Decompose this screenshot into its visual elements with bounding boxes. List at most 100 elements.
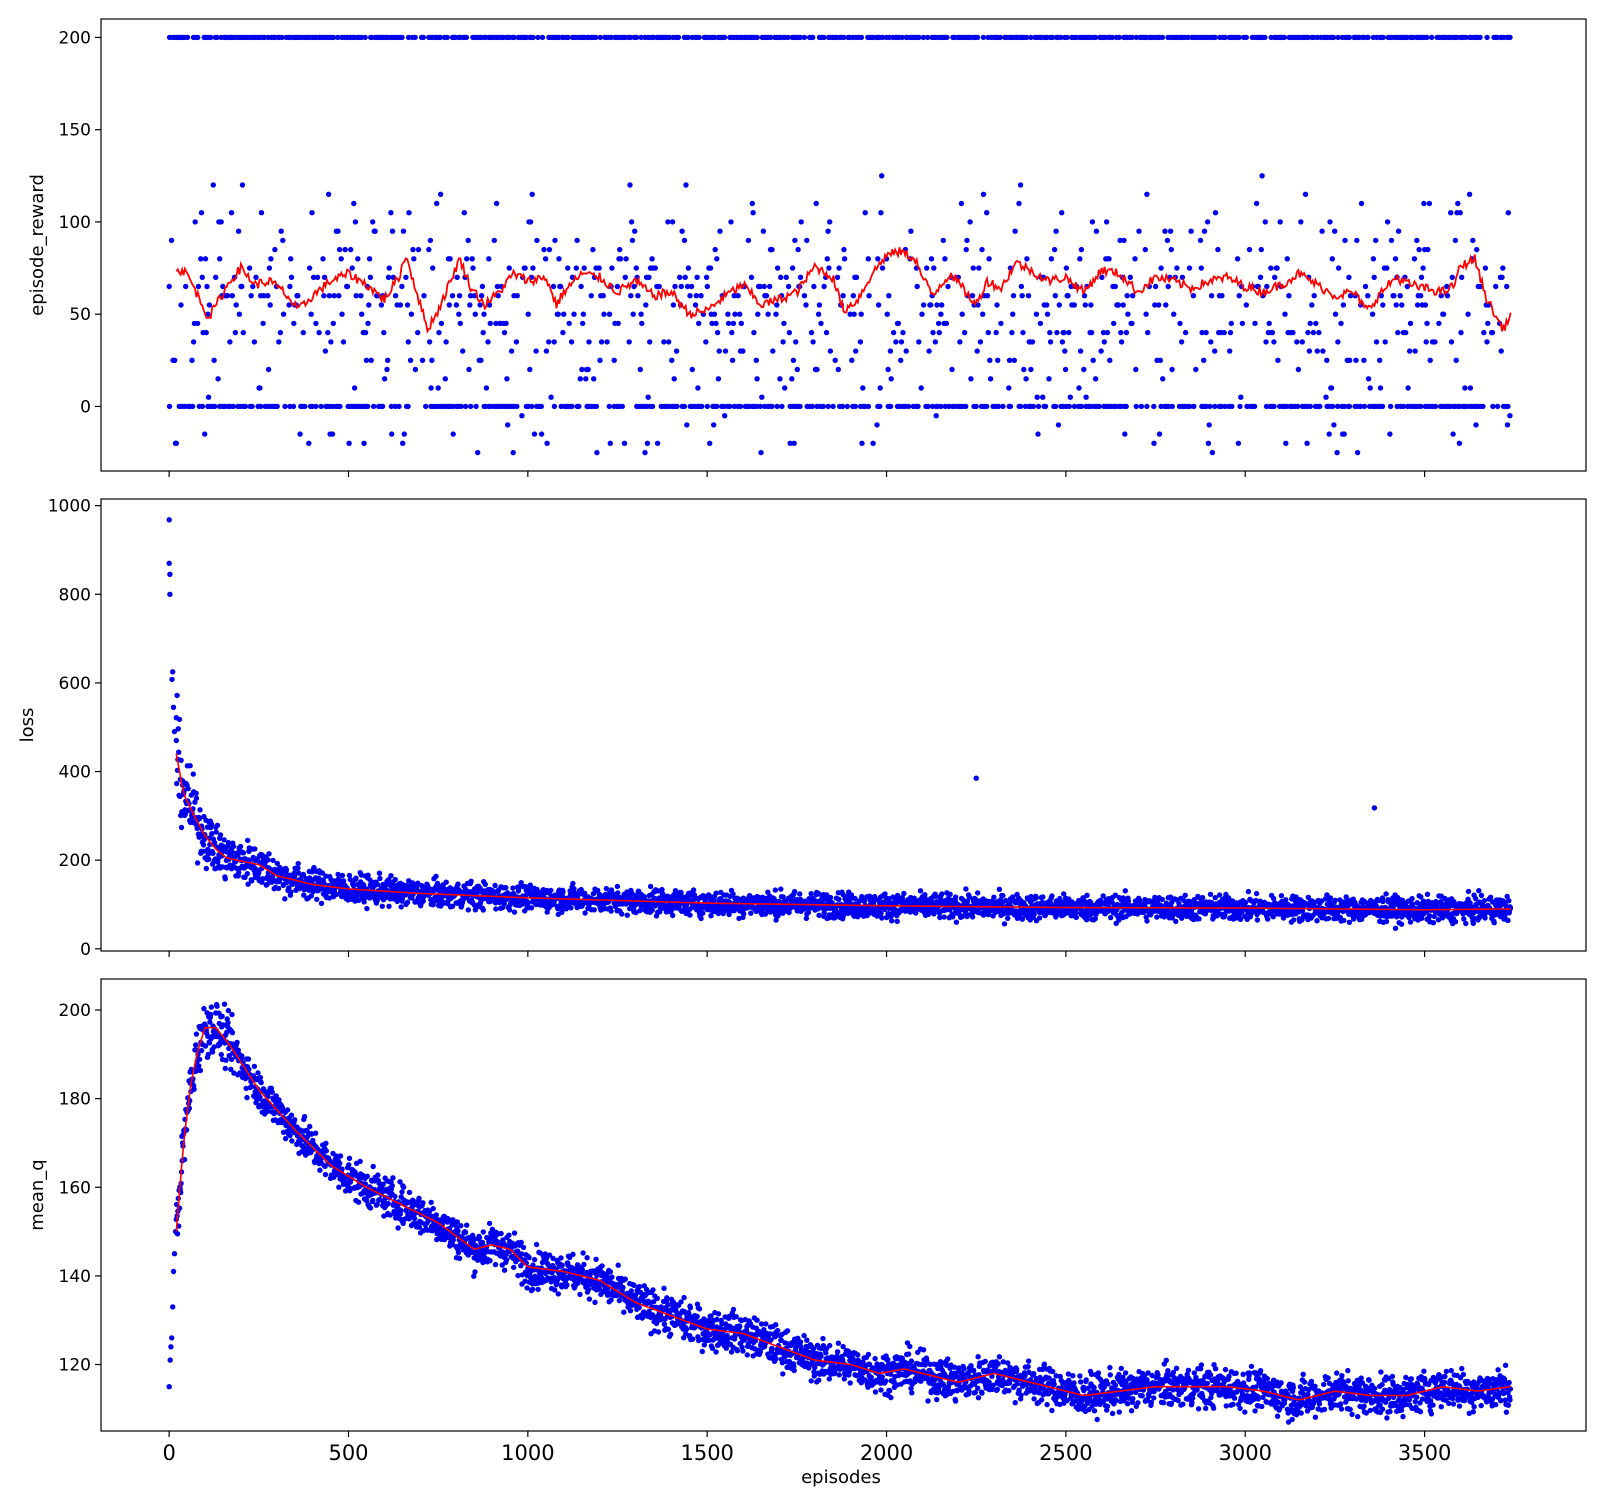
data-point xyxy=(619,403,625,410)
data-point xyxy=(1077,348,1084,354)
data-point xyxy=(774,265,781,271)
data-point xyxy=(639,320,645,327)
data-point xyxy=(714,329,721,336)
data-point xyxy=(278,228,284,234)
data-point xyxy=(940,237,946,244)
data-point xyxy=(1387,431,1393,437)
data-point xyxy=(1392,256,1399,262)
data-point xyxy=(215,376,221,382)
data-point xyxy=(761,283,767,290)
data-point xyxy=(172,357,178,363)
data-point xyxy=(485,339,491,345)
data-point xyxy=(297,431,303,437)
data-point xyxy=(1314,918,1320,924)
data-point xyxy=(1066,329,1072,336)
data-point xyxy=(826,265,832,271)
data-point xyxy=(319,870,325,876)
data-point xyxy=(704,283,710,290)
data-point xyxy=(644,440,651,446)
data-point xyxy=(568,905,574,911)
data-point xyxy=(453,302,460,308)
data-point xyxy=(433,873,439,879)
data-point xyxy=(1158,265,1164,271)
data-point xyxy=(548,394,554,400)
data-point xyxy=(527,366,533,373)
data-point xyxy=(203,329,209,336)
data-point xyxy=(945,283,951,290)
data-point xyxy=(236,311,243,317)
data-point xyxy=(365,872,371,878)
data-point xyxy=(1044,302,1050,308)
data-point xyxy=(1051,246,1058,253)
data-point xyxy=(984,210,990,216)
data-point xyxy=(647,883,654,890)
data-point xyxy=(1316,329,1322,336)
data-point xyxy=(1156,302,1162,308)
data-point xyxy=(213,829,219,835)
data-point xyxy=(210,850,216,857)
data-point xyxy=(792,237,798,244)
data-point xyxy=(175,726,181,732)
data-point xyxy=(173,440,179,446)
data-point xyxy=(903,348,909,354)
data-point xyxy=(1473,422,1479,428)
data-point xyxy=(889,918,895,924)
data-point xyxy=(266,851,272,857)
data-point xyxy=(1138,403,1145,410)
data-point xyxy=(206,302,213,308)
data-point xyxy=(458,403,464,410)
data-point xyxy=(958,200,965,207)
data-point xyxy=(249,878,255,884)
data-point xyxy=(853,348,859,354)
data-point xyxy=(415,329,421,336)
data-point xyxy=(763,293,770,299)
data-point xyxy=(858,311,864,317)
data-point xyxy=(1071,302,1078,308)
data-point xyxy=(879,915,885,921)
data-point xyxy=(1058,34,1064,41)
data-point xyxy=(367,274,374,280)
data-point xyxy=(543,348,550,354)
data-point xyxy=(745,237,752,244)
data-point xyxy=(1332,311,1339,317)
data-point xyxy=(1482,265,1489,271)
data-point xyxy=(899,34,905,41)
data-point xyxy=(695,385,701,391)
data-point xyxy=(1418,403,1424,410)
data-point xyxy=(1407,348,1413,354)
data-point xyxy=(1340,302,1347,308)
data-point xyxy=(1307,403,1314,410)
data-point xyxy=(1302,191,1309,197)
data-point xyxy=(590,246,596,253)
data-point xyxy=(930,329,936,336)
data-point xyxy=(465,907,471,913)
data-point xyxy=(1369,311,1376,317)
data-point xyxy=(283,867,290,873)
y-tick-label: 200 xyxy=(59,851,91,871)
data-point xyxy=(683,182,689,188)
data-point xyxy=(600,293,606,299)
data-point xyxy=(995,357,1001,363)
data-point xyxy=(511,909,518,915)
data-point xyxy=(353,293,359,299)
data-point xyxy=(879,173,885,179)
data-point xyxy=(302,403,308,410)
data-point xyxy=(684,422,690,428)
data-point xyxy=(551,403,558,410)
data-point xyxy=(358,293,364,299)
data-point xyxy=(1305,34,1311,41)
data-point xyxy=(292,872,298,879)
data-point xyxy=(968,376,974,382)
data-point xyxy=(1133,34,1140,41)
data-point xyxy=(1269,329,1276,336)
data-point xyxy=(674,403,680,410)
data-point xyxy=(1259,173,1265,179)
data-point xyxy=(257,385,263,391)
data-point xyxy=(754,376,760,382)
data-point xyxy=(732,311,738,317)
data-point xyxy=(628,293,634,299)
data-point xyxy=(926,348,932,354)
data-point xyxy=(192,219,198,225)
data-point xyxy=(1129,320,1135,327)
data-point xyxy=(189,403,196,410)
